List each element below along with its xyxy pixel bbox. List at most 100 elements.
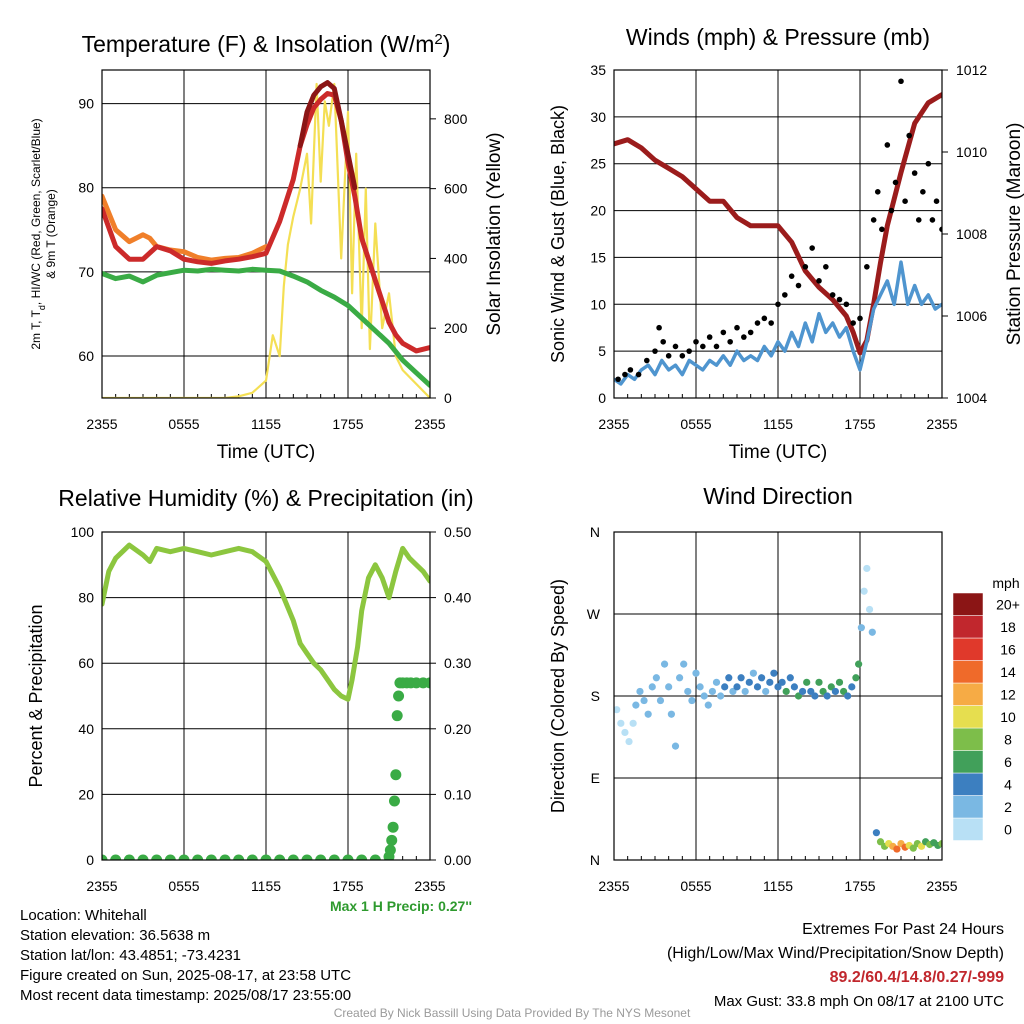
precip-point: [384, 844, 396, 856]
precip-point: [192, 854, 204, 860]
gust-point: [809, 245, 815, 251]
station-info: Location: Whitehall Station elevation: 3…: [20, 906, 351, 1006]
y2-tick-label: 400: [444, 250, 468, 266]
x-tick-label: 1155: [251, 878, 281, 894]
direction-point: [749, 669, 758, 677]
gust-point: [727, 338, 733, 345]
station-latlon: Station lat/lon: 43.4851; -73.4231: [20, 947, 242, 964]
precip-point: [260, 854, 272, 860]
gust-point: [656, 324, 662, 331]
gust-point: [906, 132, 912, 139]
y2-tick-label: 200: [444, 320, 468, 336]
direction-point: [625, 737, 633, 746]
precip-point: [205, 854, 217, 860]
colorbar-box: [952, 727, 984, 751]
plot-area: [614, 564, 942, 853]
precip-point: [137, 854, 149, 860]
gust-point: [843, 301, 850, 308]
y-axis-label: 2m T, Td, HI/WC (Red, Green, Scarlet/Blu…: [29, 118, 47, 349]
direction-point: [708, 687, 717, 696]
direction-point: [704, 701, 712, 709]
direction-point: [717, 692, 725, 700]
direction-point: [644, 710, 652, 718]
gust-point: [888, 207, 895, 214]
gust-point: [823, 264, 829, 270]
colorbar-label: 8: [1004, 731, 1012, 747]
extremes-title: Extremes For Past 24 Hours: [802, 921, 1004, 938]
gust-point: [644, 357, 650, 364]
direction-point: [745, 678, 753, 686]
direction-point: [636, 687, 644, 696]
x-tick-label: 1155: [763, 878, 793, 894]
y-tick-label: 35: [590, 62, 606, 78]
direction-point: [614, 706, 621, 714]
colorbar-label: 16: [1000, 641, 1016, 657]
direction-point: [831, 687, 840, 696]
gust-point: [925, 160, 932, 167]
x-tick-label: 2355: [414, 878, 445, 894]
y2-tick-label: 0.20: [444, 721, 471, 737]
y-tick-label: 25: [590, 156, 606, 172]
y-tick-label: 10: [590, 296, 606, 312]
gust-point: [775, 301, 781, 308]
colorbar-box: [952, 795, 984, 819]
ylabel-rest: , HI/WC (Red, Green, Scarlet/Blue): [29, 118, 43, 305]
y-tick-label: 0: [86, 852, 94, 868]
pressure-line: [614, 92, 942, 356]
colorbar-box: [952, 772, 984, 796]
precip-point: [301, 854, 313, 860]
precip-point: [219, 854, 231, 860]
gust-point: [713, 343, 720, 350]
wind-line: [614, 260, 942, 386]
precip-point: [315, 854, 327, 860]
direction-point: [872, 829, 881, 837]
x-tick-label: 1755: [332, 416, 363, 432]
direction-point: [868, 628, 876, 636]
gust-point: [829, 292, 836, 298]
plot-area: [102, 542, 430, 860]
station-location: Location: Whitehall: [20, 907, 147, 924]
y-tick-label: 20: [590, 203, 606, 219]
gust-point: [836, 296, 843, 303]
gust-point: [933, 198, 940, 204]
precip-point: [342, 854, 354, 860]
gust-point: [720, 329, 727, 336]
y-axis-label: Sonic Wind & Gust (Blue, Black): [548, 105, 568, 363]
direction-point: [629, 719, 637, 727]
y2-tick-label: 0.50: [444, 524, 471, 540]
y-tick-label: 20: [78, 786, 94, 802]
direction-point: [712, 678, 721, 686]
precip-point: [356, 854, 368, 860]
direction-point: [863, 564, 871, 573]
x-tick-label: 1755: [332, 878, 363, 894]
plot-frame: [613, 531, 943, 861]
direction-point: [799, 687, 807, 696]
gust-point: [902, 198, 908, 204]
colorbar-label: 2: [1004, 799, 1012, 815]
precip-point: [393, 690, 405, 702]
y-tick-label: 0: [598, 390, 606, 406]
gust-point: [879, 226, 885, 233]
x-tick-label: 1155: [251, 416, 281, 432]
precip-point: [424, 677, 430, 689]
gust-point: [635, 371, 642, 378]
x-tick-label: 2355: [926, 416, 957, 432]
y-tick-label: 80: [78, 590, 94, 606]
y2-tick-label: 1010: [956, 144, 987, 160]
colorbar-label: 4: [1004, 776, 1012, 792]
figure-created: Figure created on Sun, 2025-08-17, at 23…: [20, 967, 352, 984]
plot-area: [102, 80, 430, 398]
colorbar-label: 14: [1000, 664, 1016, 680]
gust-point: [915, 217, 922, 223]
colorbar-box: [952, 705, 984, 729]
direction-point: [684, 687, 692, 696]
gust-point: [627, 367, 634, 373]
gust-point: [672, 343, 679, 350]
gust-point: [686, 348, 692, 354]
gust-point: [898, 78, 904, 85]
y2-tick-label: 0.00: [444, 852, 471, 868]
y-tick-label: 90: [78, 96, 94, 112]
colorbar-box: [952, 592, 984, 616]
x-tick-label: 1755: [844, 878, 875, 894]
y2-axis-label: Solar Insolation (Yellow): [484, 132, 505, 335]
